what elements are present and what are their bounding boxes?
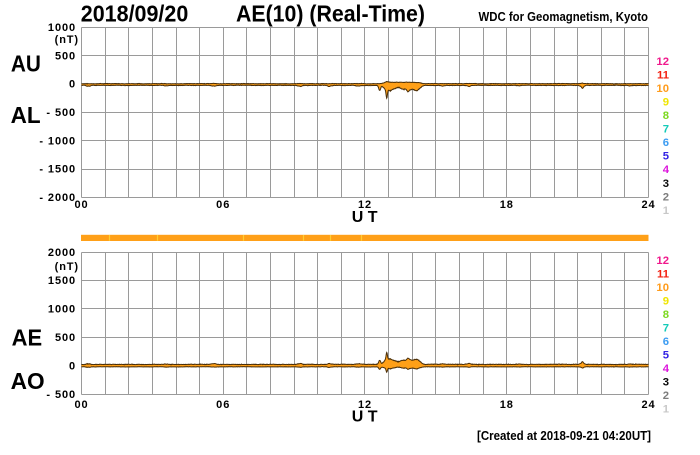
svg-text:10: 10	[656, 83, 669, 95]
svg-text:U T: U T	[352, 408, 378, 425]
svg-text:7: 7	[663, 124, 669, 136]
svg-text:9: 9	[663, 295, 669, 307]
svg-text:4: 4	[663, 164, 670, 176]
svg-text:AE: AE	[12, 325, 42, 351]
svg-text:8: 8	[663, 309, 669, 321]
svg-text:4: 4	[663, 363, 670, 375]
svg-text:1000: 1000	[48, 304, 76, 316]
svg-text:7: 7	[663, 322, 669, 334]
svg-text:(nT): (nT)	[55, 261, 79, 273]
svg-text:24: 24	[641, 199, 655, 211]
svg-text:1000: 1000	[48, 22, 76, 34]
svg-text:2: 2	[663, 191, 669, 203]
svg-text:- 1000: - 1000	[39, 135, 76, 147]
svg-text:12: 12	[656, 56, 669, 68]
svg-text:11: 11	[657, 69, 669, 81]
svg-text:12: 12	[358, 199, 372, 211]
svg-text:6: 6	[663, 137, 669, 149]
svg-text:3: 3	[663, 178, 669, 190]
svg-text:- 500: - 500	[46, 107, 76, 119]
svg-text:12: 12	[656, 255, 669, 267]
svg-text:0: 0	[69, 79, 76, 91]
svg-text:2000: 2000	[48, 247, 76, 259]
svg-text:11: 11	[657, 268, 669, 280]
svg-text:0: 0	[69, 361, 76, 373]
svg-text:U T: U T	[352, 209, 378, 226]
svg-text:00: 00	[74, 199, 88, 211]
svg-text:AO: AO	[11, 368, 45, 394]
svg-text:9: 9	[663, 97, 669, 109]
svg-text:1: 1	[663, 205, 669, 217]
svg-text:24: 24	[641, 399, 655, 411]
svg-text:1: 1	[663, 403, 669, 415]
svg-text:AL: AL	[11, 102, 41, 128]
svg-text:[Created at 2018-09-21 04:20UT: [Created at 2018-09-21 04:20UT]	[477, 428, 651, 443]
svg-text:AE(10) (Real-Time): AE(10) (Real-Time)	[236, 1, 425, 27]
svg-text:12: 12	[358, 399, 372, 411]
svg-text:06: 06	[216, 199, 230, 211]
svg-text:- 2000: - 2000	[39, 192, 76, 204]
svg-text:1500: 1500	[48, 275, 76, 287]
svg-text:00: 00	[74, 399, 88, 411]
svg-text:5: 5	[663, 349, 669, 361]
svg-text:18: 18	[500, 199, 514, 211]
svg-text:(nT): (nT)	[55, 34, 79, 46]
svg-text:2: 2	[663, 390, 669, 402]
svg-text:WDC for Geomagnetism, Kyoto: WDC for Geomagnetism, Kyoto	[479, 10, 649, 24]
svg-text:500: 500	[55, 332, 76, 344]
svg-text:5: 5	[663, 151, 669, 163]
svg-text:06: 06	[216, 399, 230, 411]
svg-text:- 1500: - 1500	[39, 164, 76, 176]
svg-text:2018/09/20: 2018/09/20	[81, 1, 189, 27]
svg-text:6: 6	[663, 336, 669, 348]
svg-text:8: 8	[663, 110, 669, 122]
svg-text:10: 10	[656, 282, 669, 294]
svg-text:500: 500	[55, 50, 76, 62]
svg-text:AU: AU	[11, 51, 41, 77]
svg-text:- 500: - 500	[46, 389, 76, 401]
svg-text:18: 18	[500, 399, 514, 411]
svg-text:3: 3	[663, 376, 669, 388]
